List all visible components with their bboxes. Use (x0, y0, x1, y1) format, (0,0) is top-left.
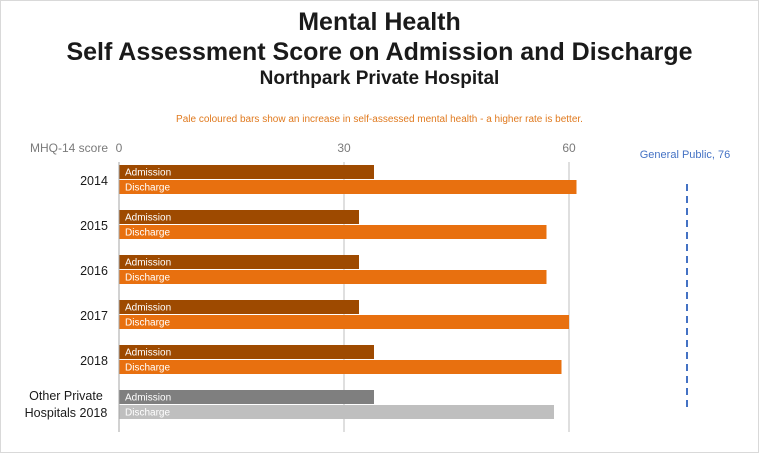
bar-discharge (119, 405, 554, 419)
category-label: 2014 (80, 174, 108, 188)
bar-label: Admission (125, 213, 171, 224)
bar-discharge (119, 270, 547, 284)
bar-label: Discharge (125, 363, 170, 374)
bar-label: Discharge (125, 318, 170, 329)
bar-label: Discharge (125, 228, 170, 239)
bar-admission (119, 165, 374, 179)
bar-label: Admission (125, 348, 171, 359)
bar-admission (119, 345, 374, 359)
tick-label: 60 (562, 141, 576, 155)
bar-admission (119, 255, 359, 269)
chart-subtitle: Self Assessment Score on Admission and D… (66, 38, 693, 66)
bar-discharge (119, 225, 547, 239)
bar-label: Admission (125, 303, 171, 314)
chart-hospital-name: Northpark Private Hospital (259, 68, 500, 89)
category-label: 2016 (80, 264, 108, 278)
category-label: 2015 (80, 219, 108, 233)
category-label: 2017 (80, 309, 108, 323)
reference-line-label: General Public, 76 (640, 149, 731, 161)
bar-label: Discharge (125, 183, 170, 194)
bar-label: Discharge (125, 273, 170, 284)
bar-label: Admission (125, 393, 171, 404)
chart-title: Mental Health (298, 8, 461, 36)
chart-note: Pale coloured bars show an increase in s… (176, 114, 583, 125)
bar-discharge (119, 180, 577, 194)
tick-label: 30 (337, 141, 351, 155)
axis-title: MHQ-14 score (30, 141, 108, 155)
bar-label: Admission (125, 258, 171, 269)
tick-label: 0 (116, 141, 123, 155)
bar-admission (119, 300, 359, 314)
category-label: Other Private Hospitals 2018 (25, 389, 108, 420)
bar-admission (119, 390, 374, 404)
bar-discharge (119, 360, 562, 374)
bar-label: Discharge (125, 408, 170, 419)
bar-label: Admission (125, 168, 171, 179)
bar-admission (119, 210, 359, 224)
bar-discharge (119, 315, 569, 329)
category-label: 2018 (80, 354, 108, 368)
